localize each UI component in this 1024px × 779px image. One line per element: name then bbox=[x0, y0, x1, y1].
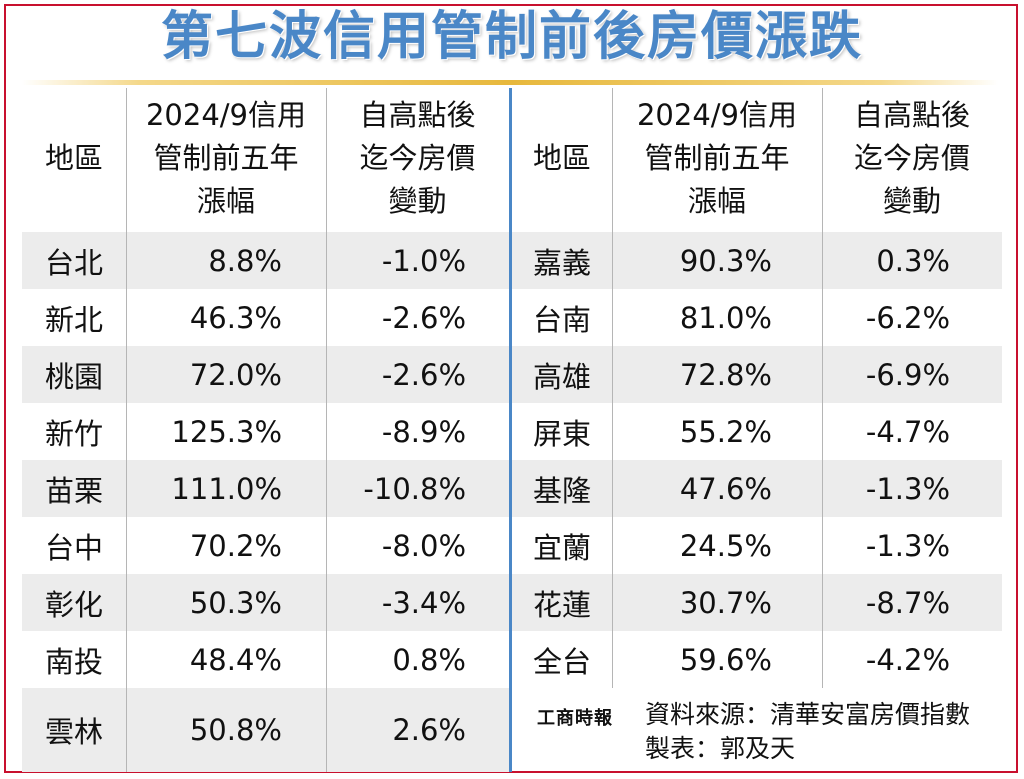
region-cell: 桃園 bbox=[44, 359, 103, 394]
center-divider bbox=[509, 88, 512, 772]
region-cell: 台中 bbox=[44, 530, 103, 565]
region-cell: 雲林 bbox=[44, 715, 103, 749]
right-header-rise-line-3: 漲幅 bbox=[687, 183, 746, 218]
change-cell: -2.6% bbox=[381, 300, 466, 335]
rise-cell: 90.3% bbox=[679, 243, 772, 278]
rise-cell: 30.7% bbox=[679, 585, 772, 620]
left-header-rise: 2024/9信用 管制前五年 漲幅 bbox=[126, 88, 326, 228]
change-cell: -8.9% bbox=[381, 414, 466, 449]
change-cell: -3.4% bbox=[381, 585, 466, 620]
left-header-change: 自高點後 迄今房價 變動 bbox=[326, 88, 509, 228]
right-header-rise-line-2: 管制前五年 bbox=[644, 140, 790, 175]
author-line: 製表：郭及天 bbox=[645, 734, 796, 763]
rise-cell: 50.8% bbox=[189, 713, 282, 747]
right-header-rise: 2024/9信用 管制前五年 漲幅 bbox=[612, 88, 822, 228]
change-cell: -8.0% bbox=[381, 528, 466, 563]
region-cell: 苗栗 bbox=[44, 473, 103, 508]
change-cell: -2.6% bbox=[381, 357, 466, 392]
rise-cell: 81.0% bbox=[679, 300, 772, 335]
left-header-rise-line-3: 漲幅 bbox=[196, 183, 255, 218]
right-header-change-line-2: 迄今房價 bbox=[853, 140, 970, 175]
left-header-rise-line-1: 2024/9信用 bbox=[145, 97, 307, 132]
region-cell: 宜蘭 bbox=[532, 530, 591, 565]
right-header-rise-line-1: 2024/9信用 bbox=[636, 97, 798, 132]
rise-cell: 72.0% bbox=[189, 357, 282, 392]
row-stripe bbox=[22, 688, 509, 772]
rise-cell: 48.4% bbox=[189, 642, 282, 677]
left-header-region: 地區 bbox=[44, 140, 103, 175]
column-line bbox=[126, 88, 127, 772]
rise-cell: 125.3% bbox=[171, 414, 282, 449]
left-header-change-line-1: 自高點後 bbox=[359, 97, 476, 132]
rise-cell: 72.8% bbox=[679, 357, 772, 392]
right-header-change-line-1: 自高點後 bbox=[853, 97, 970, 132]
source-footer: 工商時報 資料來源：清華安富房價指數 製表：郭及天 bbox=[517, 696, 1002, 772]
row-stripe bbox=[512, 346, 1002, 403]
column-line bbox=[612, 88, 613, 688]
rise-cell: 50.3% bbox=[189, 585, 282, 620]
rise-cell: 55.2% bbox=[679, 414, 772, 449]
column-line bbox=[326, 88, 327, 772]
left-header-rise-line-2: 管制前五年 bbox=[153, 140, 299, 175]
source-text: 資料來源：清華安富房價指數 製表：郭及天 bbox=[645, 698, 970, 766]
right-header-region: 地區 bbox=[532, 140, 591, 175]
change-cell: -6.9% bbox=[865, 357, 950, 392]
region-cell: 基隆 bbox=[532, 473, 591, 508]
region-cell: 台北 bbox=[44, 245, 103, 280]
row-stripe bbox=[22, 346, 509, 403]
row-stripe bbox=[22, 574, 509, 631]
region-cell: 新北 bbox=[44, 302, 103, 337]
change-cell: 0.3% bbox=[876, 243, 950, 278]
left-header-change-line-3: 變動 bbox=[388, 183, 447, 218]
rise-cell: 24.5% bbox=[679, 528, 772, 563]
region-cell: 彰化 bbox=[44, 587, 103, 622]
data-table: 地區 2024/9信用 管制前五年 漲幅 自高點後 迄今房價 變動 地區 202… bbox=[22, 88, 1002, 772]
row-stripe bbox=[512, 574, 1002, 631]
change-cell: -8.7% bbox=[865, 585, 950, 620]
title-underline bbox=[22, 80, 998, 85]
rise-cell: 46.3% bbox=[189, 300, 282, 335]
rise-cell: 111.0% bbox=[171, 471, 282, 506]
rise-cell: 70.2% bbox=[189, 528, 282, 563]
change-cell: 0.8% bbox=[392, 642, 466, 677]
region-cell: 花蓮 bbox=[532, 587, 591, 622]
region-cell: 高雄 bbox=[532, 359, 591, 394]
change-cell: -1.3% bbox=[865, 471, 950, 506]
page-title: 第七波信用管制前後房價漲跌 bbox=[160, 7, 863, 67]
change-cell: -1.0% bbox=[381, 243, 466, 278]
newspaper-logo: 工商時報 bbox=[537, 708, 613, 729]
row-stripe bbox=[22, 460, 509, 517]
region-cell: 台南 bbox=[532, 302, 591, 337]
region-cell: 屏東 bbox=[532, 416, 591, 451]
left-header-change-line-2: 迄今房價 bbox=[359, 140, 476, 175]
row-stripe bbox=[512, 232, 1002, 289]
change-cell: -1.3% bbox=[865, 528, 950, 563]
change-cell: -4.2% bbox=[865, 642, 950, 677]
right-header-change: 自高點後 迄今房價 變動 bbox=[822, 88, 1002, 228]
row-stripe bbox=[22, 232, 509, 289]
right-header-change-line-3: 變動 bbox=[882, 183, 941, 218]
change-cell: -10.8% bbox=[363, 471, 466, 506]
region-cell: 嘉義 bbox=[532, 245, 591, 280]
change-cell: -4.7% bbox=[865, 414, 950, 449]
source-line: 資料來源：清華安富房價指數 bbox=[645, 700, 971, 729]
rise-cell: 8.8% bbox=[208, 243, 282, 278]
region-cell: 新竹 bbox=[44, 416, 103, 451]
change-cell: -6.2% bbox=[865, 300, 950, 335]
region-cell: 南投 bbox=[44, 644, 103, 679]
change-cell: 2.6% bbox=[392, 713, 466, 747]
row-stripe bbox=[512, 460, 1002, 517]
column-line bbox=[822, 88, 823, 688]
region-cell: 全台 bbox=[532, 644, 591, 679]
rise-cell: 47.6% bbox=[679, 471, 772, 506]
rise-cell: 59.6% bbox=[679, 642, 772, 677]
